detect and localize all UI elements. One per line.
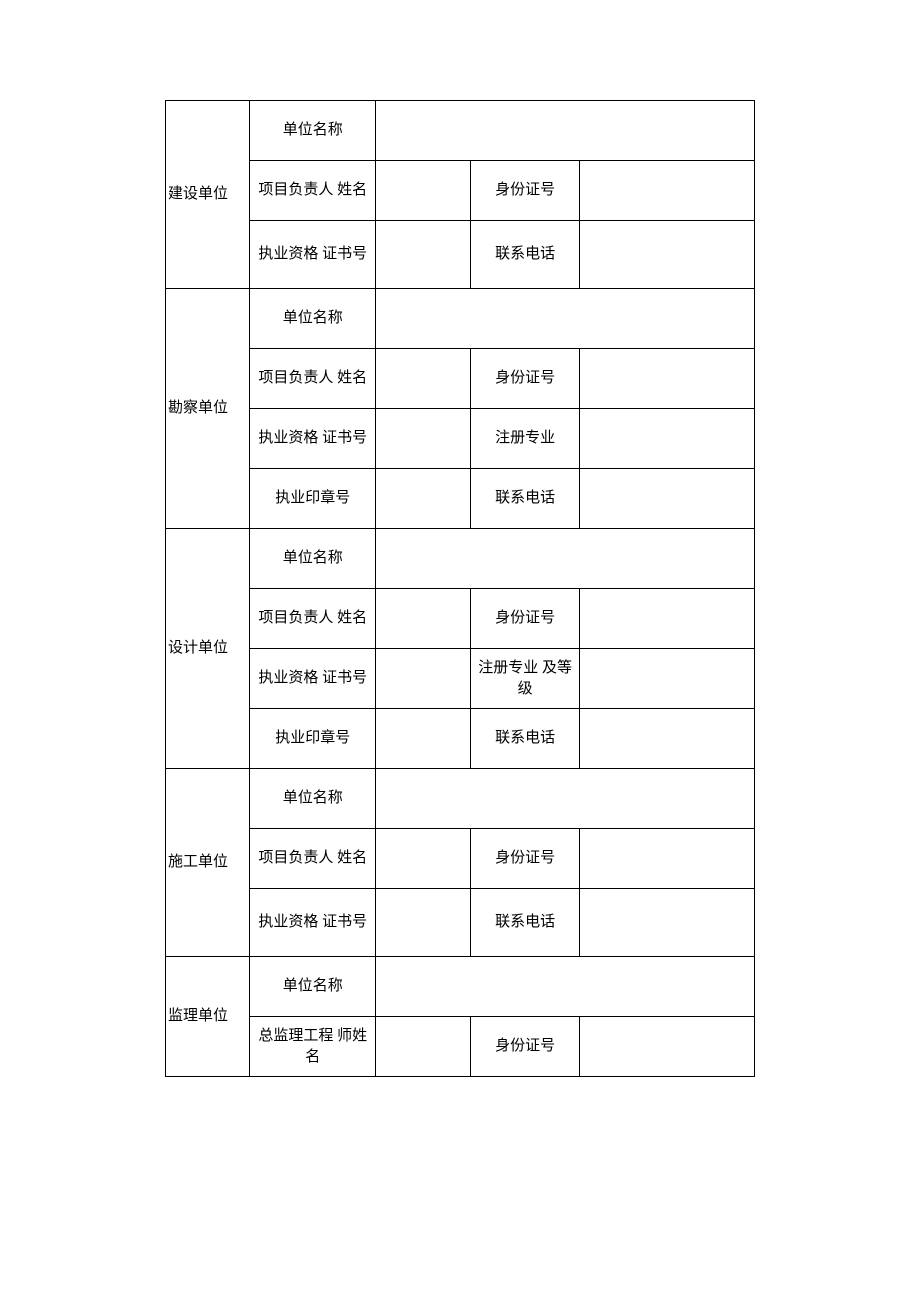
- field-label: 身份证号: [471, 161, 579, 221]
- table-row: 执业资格 证书号 联系电话: [166, 221, 755, 289]
- field-value: [376, 529, 755, 589]
- group-label: 施工单位: [166, 769, 250, 957]
- table-row: 执业资格 证书号 注册专业: [166, 409, 755, 469]
- field-label: 身份证号: [471, 349, 579, 409]
- field-value: [579, 1017, 754, 1077]
- field-label: 身份证号: [471, 1017, 579, 1077]
- field-value: [579, 469, 754, 529]
- table-row: 项目负责人 姓名 身份证号: [166, 829, 755, 889]
- field-value: [376, 161, 471, 221]
- field-label: 联系电话: [471, 469, 579, 529]
- group-label: 勘察单位: [166, 289, 250, 529]
- table-row: 执业资格 证书号 联系电话: [166, 889, 755, 957]
- group-label: 监理单位: [166, 957, 250, 1077]
- table-row: 勘察单位 单位名称: [166, 289, 755, 349]
- table-body: 建设单位 单位名称 项目负责人 姓名 身份证号 执业资格 证书号 联系电话 勘察…: [166, 101, 755, 1077]
- field-value: [376, 649, 471, 709]
- field-value: [376, 957, 755, 1017]
- group-label: 设计单位: [166, 529, 250, 769]
- field-label: 执业印章号: [250, 709, 376, 769]
- table-row: 施工单位 单位名称: [166, 769, 755, 829]
- field-value: [579, 161, 754, 221]
- field-value: [376, 709, 471, 769]
- field-value: [579, 409, 754, 469]
- field-label: 项目负责人 姓名: [250, 589, 376, 649]
- field-label: 身份证号: [471, 589, 579, 649]
- field-value: [376, 221, 471, 289]
- field-value: [376, 1017, 471, 1077]
- field-value: [376, 409, 471, 469]
- field-label: 项目负责人 姓名: [250, 349, 376, 409]
- field-value: [579, 649, 754, 709]
- field-label: 单位名称: [250, 289, 376, 349]
- field-label: 执业资格 证书号: [250, 221, 376, 289]
- field-value: [579, 349, 754, 409]
- table-row: 项目负责人 姓名 身份证号: [166, 349, 755, 409]
- table-row: 监理单位 单位名称: [166, 957, 755, 1017]
- field-label: 联系电话: [471, 221, 579, 289]
- field-value: [579, 889, 754, 957]
- field-label: 项目负责人 姓名: [250, 161, 376, 221]
- field-value: [376, 829, 471, 889]
- table-row: 总监理工程 师姓名 身份证号: [166, 1017, 755, 1077]
- table-row: 项目负责人 姓名 身份证号: [166, 161, 755, 221]
- field-label: 注册专业 及等级: [471, 649, 579, 709]
- field-value: [376, 589, 471, 649]
- field-label: 单位名称: [250, 101, 376, 161]
- field-label: 单位名称: [250, 769, 376, 829]
- field-label: 联系电话: [471, 889, 579, 957]
- group-label: 建设单位: [166, 101, 250, 289]
- table-row: 设计单位 单位名称: [166, 529, 755, 589]
- table-row: 执业印章号 联系电话: [166, 709, 755, 769]
- field-value: [376, 469, 471, 529]
- field-value: [376, 769, 755, 829]
- table-row: 项目负责人 姓名 身份证号: [166, 589, 755, 649]
- field-label: 执业资格 证书号: [250, 649, 376, 709]
- field-label: 总监理工程 师姓名: [250, 1017, 376, 1077]
- field-label: 执业资格 证书号: [250, 409, 376, 469]
- field-value: [376, 889, 471, 957]
- field-label: 项目负责人 姓名: [250, 829, 376, 889]
- field-value: [376, 349, 471, 409]
- field-label: 执业资格 证书号: [250, 889, 376, 957]
- field-label: 联系电话: [471, 709, 579, 769]
- form-table: 建设单位 单位名称 项目负责人 姓名 身份证号 执业资格 证书号 联系电话 勘察…: [165, 100, 755, 1077]
- field-value: [579, 829, 754, 889]
- field-value: [579, 589, 754, 649]
- field-value: [376, 289, 755, 349]
- field-label: 注册专业: [471, 409, 579, 469]
- table-row: 建设单位 单位名称: [166, 101, 755, 161]
- field-label: 执业印章号: [250, 469, 376, 529]
- field-value: [579, 221, 754, 289]
- table-row: 执业资格 证书号 注册专业 及等级: [166, 649, 755, 709]
- table-row: 执业印章号 联系电话: [166, 469, 755, 529]
- field-value: [579, 709, 754, 769]
- field-label: 单位名称: [250, 529, 376, 589]
- field-label: 单位名称: [250, 957, 376, 1017]
- field-value: [376, 101, 755, 161]
- field-label: 身份证号: [471, 829, 579, 889]
